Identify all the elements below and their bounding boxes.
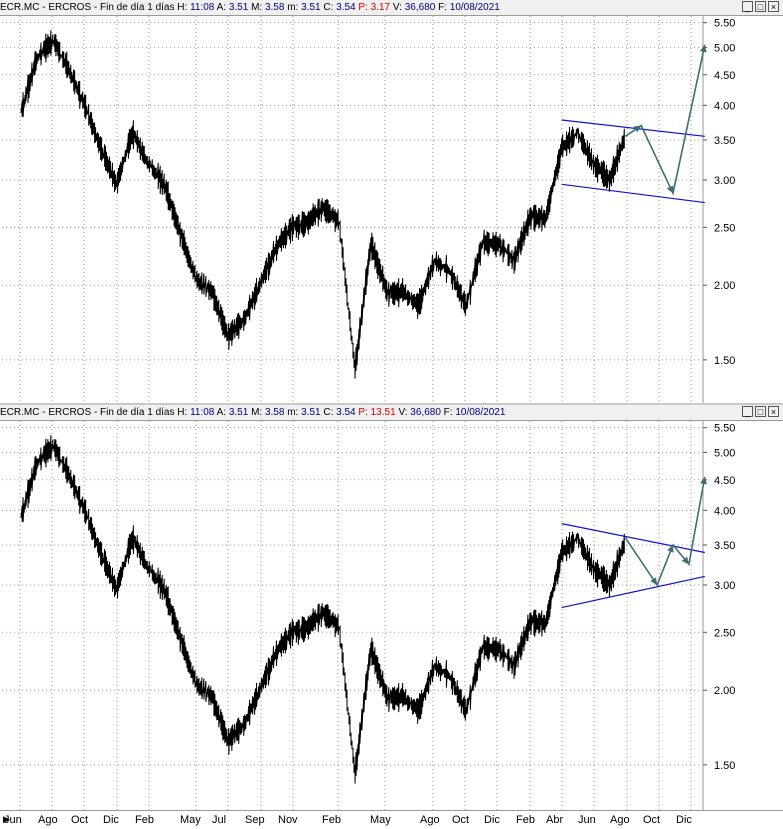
x-tick-label: Jul [212, 814, 227, 826]
panel-divider[interactable] [0, 403, 783, 405]
projection-path [624, 476, 706, 587]
x-tick-label: Dic [676, 814, 692, 826]
channel-line-lower [561, 183, 705, 204]
y-tick-label: 2.50 [714, 627, 735, 639]
x-tick-label: Oct [643, 814, 661, 826]
x-tick-label: Nov [278, 814, 298, 826]
x-tick-label: Ago [420, 814, 440, 826]
maximize-button[interactable]: □ [755, 1, 766, 12]
x-tick-label: Jun [578, 814, 596, 826]
x-tick-label: May [370, 814, 391, 826]
price-series-line [20, 30, 625, 379]
y-tick-label: 3.50 [714, 135, 735, 147]
price-series-line [20, 435, 625, 784]
x-tick-label: Feb [135, 814, 154, 826]
date-axis: ▶ Jun Ago Oct Dic Feb May Jul Sep Nov Feb May Ago Oc… [0, 810, 783, 829]
chart-title: ECR.MC - ERCROS - Fin de día 1 días H: 1… [0, 2, 500, 13]
arrowhead-icon [700, 476, 707, 485]
x-tick-label: Sep [245, 814, 265, 826]
y-tick-label: 2.50 [714, 222, 735, 234]
minimize-button[interactable]: _ [742, 406, 753, 417]
x-tick-label: Dic [103, 814, 119, 826]
projection-path [624, 44, 706, 196]
y-tick-label: 3.50 [714, 540, 735, 552]
y-tick-label: 2.00 [714, 280, 735, 292]
y-tick-label: 5.00 [714, 447, 735, 459]
channel-line-upper [561, 119, 705, 137]
y-tick-label: 3.00 [714, 175, 735, 187]
projection-arrow-group [624, 476, 707, 587]
chart-panel-bottom[interactable]: ECR.MC - ERCROS - Fin de día 1 días H: 1… [0, 405, 783, 810]
chart-panel-top[interactable]: ECR.MC - ERCROS - Fin de día 1 días H: 1… [0, 0, 783, 403]
y-tick-label: 5.00 [714, 42, 735, 54]
close-button[interactable]: × [768, 406, 779, 417]
arrowhead-icon [633, 125, 642, 133]
y-tick-label: 3.00 [714, 580, 735, 592]
arrowhead-icon [666, 185, 674, 194]
y-tick-label: 4.00 [714, 505, 735, 517]
arrowhead-icon [650, 577, 658, 585]
arrowhead-icon [667, 544, 674, 553]
x-tick-label: Feb [516, 814, 535, 826]
x-tick-label: May [180, 814, 201, 826]
y-tick-label: 1.50 [714, 355, 735, 367]
x-tick-label: Oct [71, 814, 89, 826]
triangle-right-icon[interactable]: ▶ [3, 814, 10, 824]
x-tick-label: Feb [322, 814, 341, 826]
x-tick-label: Abr [546, 814, 564, 826]
chart-title: ECR.MC - ERCROS - Fin de día 1 días H: 1… [0, 407, 506, 418]
y-tick-label: 2.00 [714, 685, 735, 697]
y-tick-label: 4.50 [714, 70, 735, 82]
y-tick-label: 4.00 [714, 100, 735, 112]
x-tick-label: Jun [4, 814, 22, 826]
x-tick-label: Ago [610, 814, 630, 826]
y-tick-label: 4.50 [714, 475, 735, 487]
x-tick-label: Oct [452, 814, 470, 826]
close-button[interactable]: × [768, 1, 779, 12]
arrowhead-icon [681, 556, 689, 565]
price-chart-top[interactable]: 5.50 5.00 4.50 4.00 3.50 3.00 2.50 2.00 1.50 [0, 16, 783, 403]
x-tick-label: Dic [484, 814, 500, 826]
chart-titlebar: ECR.MC - ERCROS - Fin de día 1 días H: 1… [0, 0, 783, 16]
chart-titlebar: ECR.MC - ERCROS - Fin de día 1 días H: 1… [0, 405, 783, 421]
price-chart-bottom[interactable]: 5.50 5.00 4.50 4.00 3.50 3.00 2.50 2.00 1.50 [0, 421, 783, 810]
arrowhead-icon [699, 44, 707, 53]
y-tick-label: 1.50 [714, 760, 735, 772]
y-tick-label: 5.50 [714, 423, 735, 435]
y-tick-label: 5.50 [714, 18, 735, 30]
channel-line-upper [561, 523, 705, 554]
maximize-button[interactable]: □ [755, 406, 766, 417]
x-tick-label: Ago [38, 814, 58, 826]
projection-arrow-group [624, 44, 707, 196]
channel-line-lower [561, 575, 705, 609]
minimize-button[interactable]: _ [742, 1, 753, 12]
